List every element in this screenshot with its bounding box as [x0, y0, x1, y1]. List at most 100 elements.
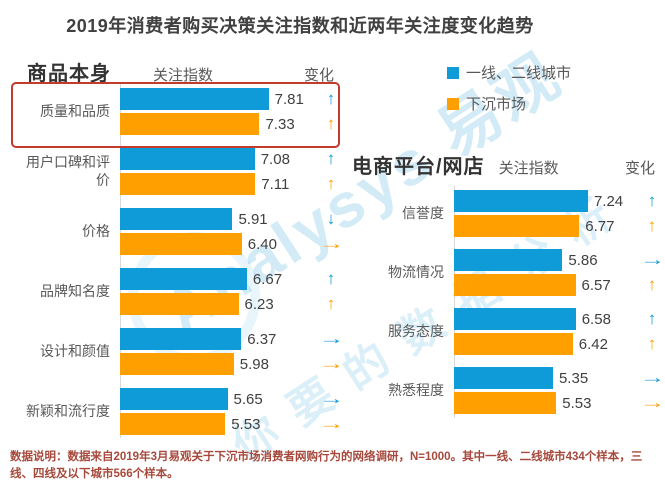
bar-group: 7.08 7.11	[120, 148, 316, 195]
bar-value: 7.08	[260, 150, 290, 168]
bar-line-tier1: 6.67	[120, 268, 316, 290]
bar-line-tier1: 5.91	[120, 208, 316, 230]
category-label: 用户口碑和评价	[26, 154, 110, 188]
bar-value: 6.67	[252, 270, 283, 288]
trend-arrow-tier1-icon: →	[639, 368, 665, 387]
legend: 一线、二线城市 下沉市场	[447, 62, 571, 114]
trend-arrow-sinking-icon: →	[318, 414, 344, 433]
bar-sinking-market	[454, 215, 580, 237]
bar-value: 6.42	[578, 335, 608, 353]
panel-product-attributes: 商品本身 关注指数 变化 质量和品质 7.81 7.33 ↑	[14, 57, 346, 435]
trend-arrow-sinking-icon: ↑	[647, 216, 657, 235]
bar-group: 6.37 5.98	[120, 328, 316, 375]
category-label: 服务态度	[388, 322, 444, 339]
bar-line-sinking: 6.23	[120, 293, 316, 315]
bar-sinking-market	[120, 173, 256, 195]
bar-line-sinking: 7.33	[120, 113, 316, 135]
bar-line-sinking: 6.42	[454, 333, 639, 355]
row-familiarity: 熟悉程度 5.35 5.53 → →	[345, 367, 665, 414]
bar-line-sinking: 6.40	[120, 233, 316, 255]
trend-arrow-sinking-icon: ↑	[647, 334, 657, 353]
bar-line-tier1: 6.58	[454, 308, 639, 330]
column-header-change: 变化	[624, 160, 655, 177]
legend-label: 一线、二线城市	[466, 65, 572, 82]
bar-line-tier1: 7.08	[120, 148, 316, 170]
bar-value: 6.77	[585, 217, 615, 235]
trend-arrow-tier1-icon: ↓	[326, 209, 336, 228]
bar-line-tier1: 5.35	[454, 367, 639, 389]
bar-tier1-cities	[120, 88, 269, 110]
trend-arrows: → →	[316, 328, 346, 375]
row-logistics: 物流情况 5.86 6.57 → ↑	[345, 249, 665, 296]
trend-arrow-tier1-icon: →	[318, 389, 344, 408]
bar-line-tier1: 5.65	[120, 388, 316, 410]
column-header-index: 关注指数	[498, 160, 559, 177]
bar-sinking-market	[120, 113, 260, 135]
trend-arrows: ↓ →	[316, 208, 346, 255]
section-title-platform: 电商平台/网店	[352, 156, 485, 178]
bar-group: 5.86 6.57	[454, 249, 639, 296]
bar-value: 5.35	[558, 369, 589, 387]
trend-arrow-sinking-icon: ↑	[326, 294, 336, 313]
trend-arrow-sinking-icon: →	[318, 234, 344, 253]
bar-value: 6.37	[247, 330, 277, 348]
bar-line-sinking: 5.53	[454, 392, 639, 414]
bar-line-tier1: 7.81	[120, 88, 316, 110]
trend-arrow-sinking-icon: →	[639, 393, 665, 412]
legend-swatch-blue	[447, 66, 459, 79]
trend-arrows: → →	[316, 388, 346, 435]
trend-arrows: → →	[639, 367, 665, 414]
bar-value: 7.33	[265, 115, 295, 133]
trend-arrow-sinking-icon: ↑	[326, 114, 336, 133]
row-quality: 质量和品质 7.81 7.33 ↑ ↑	[14, 88, 346, 135]
bar-line-sinking: 7.11	[120, 173, 316, 195]
legend-label: 下沉市场	[466, 96, 527, 113]
trend-arrows: → ↑	[639, 249, 665, 296]
left-chart-axis-line	[120, 84, 121, 438]
bar-sinking-market	[454, 392, 557, 414]
category-label: 信誉度	[402, 204, 444, 221]
trend-arrows: ↑ ↑	[316, 148, 346, 195]
bar-line-tier1: 6.37	[120, 328, 316, 350]
bar-group: 6.58 6.42	[454, 308, 639, 355]
row-reputation: 信誉度 7.24 6.77 ↑ ↑	[345, 190, 665, 237]
bar-line-sinking: 5.53	[120, 413, 316, 435]
bar-group: 6.67 6.23	[120, 268, 316, 315]
row-price: 价格 5.91 6.40 ↓ →	[14, 208, 346, 255]
trend-arrows: ↑ ↑	[316, 268, 346, 315]
trend-arrow-tier1-icon: ↑	[326, 149, 336, 168]
bar-value: 5.65	[233, 390, 263, 408]
category-label: 价格	[82, 222, 110, 239]
bar-sinking-market	[120, 353, 234, 375]
right-chart: 信誉度 7.24 6.77 ↑ ↑ 物流情况	[345, 190, 665, 414]
trend-arrow-tier1-icon: ↑	[647, 191, 657, 210]
bar-value: 6.40	[247, 235, 277, 253]
trend-arrows: ↑ ↑	[639, 308, 665, 355]
bar-tier1-cities	[120, 388, 228, 410]
trend-arrows: ↑ ↑	[639, 190, 665, 237]
bar-value: 5.86	[568, 251, 598, 269]
bar-line-sinking: 6.77	[454, 215, 639, 237]
bar-value: 7.81	[274, 90, 304, 108]
bar-value: 7.24	[593, 192, 624, 210]
legend-swatch-orange	[447, 97, 459, 110]
trend-arrows: ↑ ↑	[316, 88, 346, 135]
bar-sinking-market	[120, 413, 226, 435]
bar-tier1-cities	[120, 148, 255, 170]
highlight-box-quality	[11, 82, 340, 148]
panel-ecommerce-platform: 电商平台/网店 关注指数 变化 信誉度 7.24 6.77 ↑	[345, 150, 665, 414]
bar-sinking-market	[120, 233, 242, 255]
bar-line-sinking: 5.98	[120, 353, 316, 375]
bar-sinking-market	[454, 274, 576, 296]
bar-value: 6.23	[244, 295, 274, 313]
row-brand: 品牌知名度 6.67 6.23 ↑ ↑	[14, 268, 346, 315]
category-label: 熟悉程度	[388, 381, 444, 398]
row-novelty: 新颖和流行度 5.65 5.53 → →	[14, 388, 346, 435]
bar-tier1-cities	[454, 190, 588, 212]
bar-line-tier1: 7.24	[454, 190, 639, 212]
chart-title: 2019年消费者购买决策关注指数和近两年关注度变化趋势	[66, 16, 534, 36]
bar-value: 5.53	[231, 415, 261, 433]
right-chart-axis-line	[454, 186, 455, 418]
bar-value: 7.11	[261, 175, 290, 193]
trend-arrow-tier1-icon: →	[318, 329, 344, 348]
